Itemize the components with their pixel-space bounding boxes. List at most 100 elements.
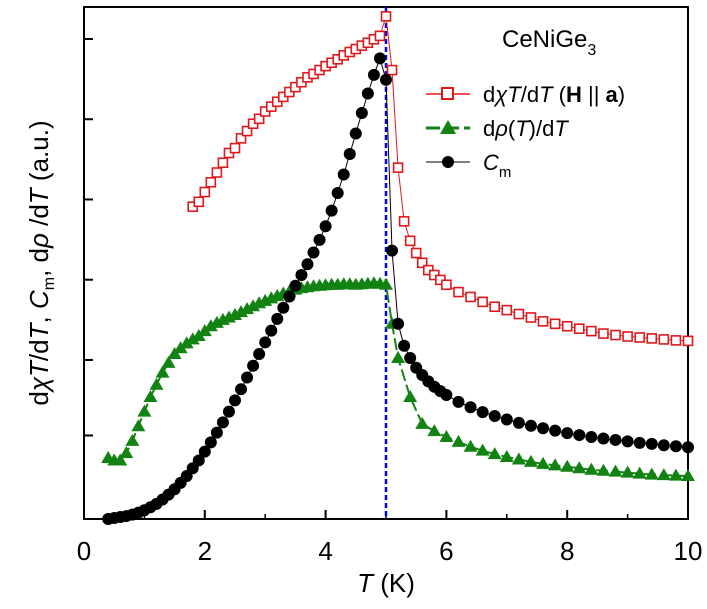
data-point-triangle: [131, 419, 146, 432]
chart-title-base: CeNiGe: [502, 26, 587, 53]
data-point-triangle: [119, 446, 134, 459]
data-point-circle: [367, 68, 380, 81]
data-point-circle: [313, 233, 326, 246]
data-point-square: [211, 167, 223, 178]
data-point-triangle: [499, 450, 514, 463]
data-point-circle: [259, 336, 272, 349]
data-point-square: [658, 334, 670, 345]
data-point-circle: [476, 406, 489, 419]
data-point-square: [229, 142, 241, 154]
data-point-triangle: [584, 462, 599, 475]
data-point-square: [253, 113, 265, 125]
data-point-circle: [325, 204, 338, 217]
data-point-square: [646, 333, 658, 344]
data-point-square: [610, 329, 621, 341]
data-point-circle: [210, 426, 223, 439]
data-point-circle: [621, 435, 634, 448]
data-point-triangle: [149, 377, 164, 390]
data-point-circle: [537, 422, 550, 435]
data-point-circle: [241, 371, 254, 384]
data-point-circle: [373, 52, 386, 65]
data-point-circle: [682, 441, 694, 454]
series-line: [108, 56, 689, 520]
legend-label-cm: Cm: [483, 150, 511, 181]
data-point-square: [525, 312, 537, 323]
legend: dχT/dT (H || a) dρ(T)/dT Cm: [426, 82, 625, 181]
data-point-square: [380, 11, 392, 22]
data-point-triangle: [415, 416, 430, 429]
data-point-circle: [512, 416, 525, 429]
data-point-circle: [265, 324, 278, 337]
data-point-triangle: [463, 439, 478, 452]
data-point-triangle: [125, 433, 140, 446]
data-point-square: [561, 320, 573, 332]
data-point-triangle: [113, 453, 128, 466]
y-axis-title: dχT/dT, Cm, dρ /dT (a.u.): [24, 120, 58, 405]
data-point-square: [501, 304, 513, 316]
x-tick-label: 0: [77, 536, 91, 566]
data-point-square: [682, 335, 694, 347]
data-point-square: [374, 30, 386, 42]
data-point-circle: [222, 405, 235, 418]
legend-label-chi: dχT/dT (H || a): [483, 82, 625, 107]
data-point-circle: [392, 317, 405, 330]
data-point-square: [622, 331, 633, 342]
data-point-circle: [198, 445, 211, 458]
series-2: [102, 52, 694, 525]
data-point-circle: [524, 419, 537, 432]
chart-title: CeNiGe3: [502, 26, 596, 59]
data-point-square: [416, 257, 428, 269]
data-point-square: [386, 64, 398, 76]
data-point-circle: [398, 339, 411, 352]
data-point-triangle: [656, 468, 671, 481]
data-point-triangle: [403, 390, 418, 402]
data-point-square: [489, 301, 501, 313]
data-point-triangle: [391, 350, 406, 363]
data-point-circle: [307, 246, 320, 259]
data-point-circle: [319, 220, 332, 233]
data-point-circle: [235, 383, 248, 396]
data-point-circle: [204, 436, 217, 449]
data-point-circle: [380, 73, 392, 86]
data-point-circle: [331, 187, 344, 200]
data-point-square: [241, 125, 253, 137]
data-point-square: [235, 133, 247, 144]
data-point-square: [453, 286, 464, 298]
data-point-triangle: [451, 434, 466, 447]
data-point-circle: [464, 401, 477, 414]
data-point-square: [199, 186, 211, 198]
data-point-circle: [573, 429, 586, 442]
data-point-square: [670, 335, 682, 346]
data-point-circle: [597, 432, 610, 445]
chart-title-subscript: 3: [587, 42, 596, 59]
x-axis-title: T (K): [357, 568, 415, 598]
legend-marker-open-square: [441, 87, 454, 100]
data-point-circle: [386, 244, 399, 257]
series-layer: [101, 11, 695, 525]
legend-marker-filled-triangle: [440, 120, 456, 134]
data-point-circle: [349, 127, 362, 140]
data-point-triangle: [155, 365, 170, 378]
data-point-triangle: [632, 466, 647, 479]
data-point-circle: [549, 424, 562, 437]
x-tick-label: 2: [198, 536, 212, 566]
data-point-circle: [452, 395, 465, 408]
data-point-circle: [500, 413, 513, 426]
data-point-circle: [277, 301, 290, 314]
data-point-triangle: [548, 458, 563, 471]
data-point-circle: [343, 147, 356, 160]
data-point-triangle: [644, 467, 659, 480]
data-point-triangle: [179, 336, 194, 349]
legend-label-rho: dρ(T)/dT: [483, 116, 569, 141]
data-point-circle: [633, 436, 646, 449]
data-point-triangle: [523, 454, 538, 467]
data-point-square: [404, 235, 416, 247]
data-point-triangle: [608, 464, 623, 477]
data-point-triangle: [427, 424, 442, 437]
data-point-circle: [645, 437, 658, 450]
data-point-square: [441, 279, 452, 291]
data-point-circle: [361, 87, 374, 100]
data-point-circle: [295, 269, 308, 281]
data-point-square: [410, 247, 422, 259]
data-point-triangle: [596, 463, 611, 476]
